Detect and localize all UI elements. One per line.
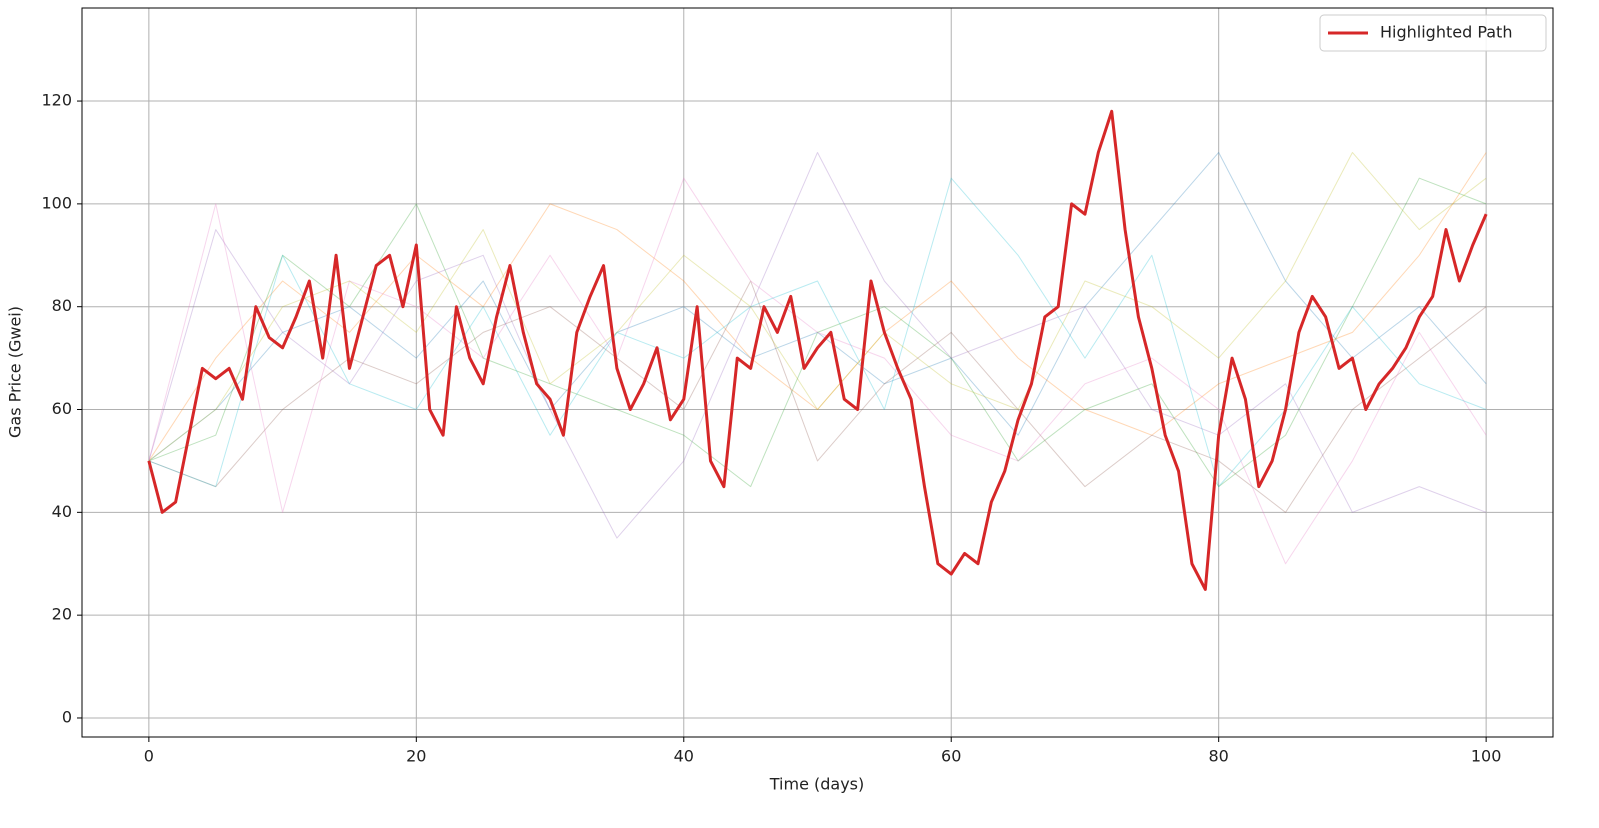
series-line <box>148 177 1487 488</box>
x-tick-label: 100 <box>1471 747 1502 766</box>
plot-frame <box>81 7 1554 738</box>
x-axis-label: Time (days) <box>769 775 865 794</box>
x-tick-label: 60 <box>941 747 961 766</box>
legend-label: Highlighted Path <box>1380 23 1512 42</box>
x-tick-label: 40 <box>674 747 694 766</box>
y-axis-label: Gas Price (Gwei) <box>6 306 25 438</box>
legend-box <box>1319 14 1547 52</box>
x-tick-label: 20 <box>406 747 426 766</box>
y-tick-label: 120 <box>41 91 72 110</box>
series-line <box>147 109 1488 591</box>
series-line <box>148 177 1487 488</box>
series-line <box>148 151 1487 539</box>
y-tick-label: 80 <box>52 296 72 315</box>
series-line <box>148 280 1487 513</box>
x-tick-label: 80 <box>1209 747 1229 766</box>
series-line <box>148 151 1487 462</box>
series-line <box>148 152 1487 462</box>
series-line <box>148 177 1487 565</box>
series-line <box>148 151 1487 462</box>
y-tick-label: 100 <box>41 193 72 212</box>
y-tick-label: 60 <box>52 399 72 418</box>
y-tick-label: 20 <box>52 605 72 624</box>
y-tick-label: 40 <box>52 502 72 521</box>
x-tick-label: 0 <box>144 747 154 766</box>
y-tick-label: 0 <box>62 707 72 726</box>
